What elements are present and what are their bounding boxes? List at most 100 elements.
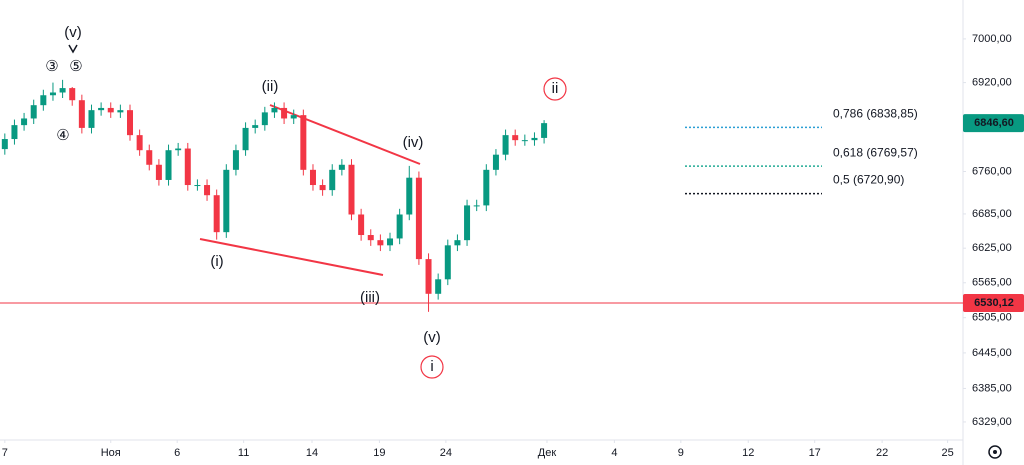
candle-body — [319, 185, 326, 191]
candle-body — [502, 135, 509, 155]
trend-line — [269, 104, 421, 165]
candle-body — [492, 154, 499, 170]
y-tick-label: 7000,00 — [972, 33, 1012, 45]
trend-line — [199, 238, 384, 276]
candle-body — [98, 107, 105, 111]
gear-icon-center[interactable] — [993, 450, 997, 454]
candle-body — [541, 123, 548, 138]
candle-body — [88, 110, 95, 128]
candle-body — [252, 125, 259, 128]
wave-label: (iv) — [403, 134, 424, 151]
price-tag — [963, 294, 1024, 313]
x-tick-label: Ноя — [101, 447, 121, 459]
candle-body — [213, 195, 220, 233]
candle-body — [223, 169, 230, 233]
x-tick-label: Дек — [538, 447, 557, 459]
candle-body — [117, 110, 124, 113]
y-tick-label: 6329,00 — [972, 416, 1012, 428]
candle-body — [232, 150, 239, 170]
candle-body — [512, 135, 519, 141]
x-tick-label: 9 — [678, 447, 684, 459]
candle-body — [21, 118, 28, 126]
wave-label: (ii) — [262, 78, 279, 95]
x-tick-label: 6 — [174, 447, 180, 459]
candle-body — [165, 150, 172, 180]
candle-body — [69, 88, 76, 101]
y-tick-label: 6685,00 — [972, 208, 1012, 220]
candle-body — [242, 127, 249, 151]
candle-body — [473, 205, 480, 207]
candle-body — [464, 205, 471, 241]
candle-body — [483, 169, 490, 206]
x-tick-label: 22 — [876, 447, 888, 459]
y-tick-label: 6505,00 — [972, 312, 1012, 324]
candle-body — [281, 107, 288, 119]
wave-label: ③ — [45, 58, 58, 75]
candle-body — [358, 214, 365, 236]
y-tick-label: 6625,00 — [972, 242, 1012, 254]
fib-level-label: 0,618 (6769,57) — [833, 145, 918, 159]
candle-body — [204, 185, 211, 196]
fib-level-label: 0,5 (6720,90) — [833, 173, 904, 187]
candle-body — [454, 240, 461, 246]
candle-body — [435, 279, 442, 294]
x-tick-label: 24 — [440, 447, 452, 459]
wave-label: (i) — [210, 253, 223, 270]
y-tick-label: 6920,00 — [972, 76, 1012, 88]
price-tag — [963, 114, 1024, 133]
x-tick-label: 11 — [238, 447, 249, 459]
wave-label: ii — [552, 80, 559, 97]
candle-body — [425, 259, 432, 294]
x-tick-label: 25 — [941, 447, 953, 459]
y-tick-label: 6385,00 — [972, 382, 1012, 394]
candle-body — [415, 177, 422, 260]
candle-body — [30, 105, 37, 119]
candle-body — [175, 148, 182, 151]
wave-label: (v) — [64, 24, 82, 41]
x-tick-label: 7 — [2, 447, 8, 459]
settings-button[interactable] — [988, 445, 1002, 459]
candle-body — [146, 150, 153, 165]
candle-body — [184, 148, 191, 186]
x-tick-label: 4 — [611, 447, 617, 459]
candle-body — [136, 135, 143, 151]
candle-body — [338, 164, 345, 170]
candle-body — [329, 169, 336, 191]
wave-label: ④ — [56, 127, 69, 144]
candle-body — [521, 140, 528, 142]
x-tick-label: 19 — [373, 447, 385, 459]
x-tick-label: 17 — [809, 447, 821, 459]
y-tick-label: 6760,00 — [972, 165, 1012, 177]
wave-circle — [420, 355, 444, 379]
candle-body — [396, 214, 403, 239]
candle-body — [309, 169, 316, 186]
wave-marker — [68, 44, 78, 54]
wave-label: i — [430, 358, 433, 375]
candle-body — [78, 100, 85, 128]
gear-icon[interactable] — [988, 445, 1002, 459]
y-tick-label: 6565,00 — [972, 277, 1012, 289]
candle-body — [261, 112, 268, 126]
candle-body — [444, 245, 451, 280]
candle-body — [290, 115, 297, 119]
candle-body — [531, 137, 538, 141]
y-tick-label: 6445,00 — [972, 347, 1012, 359]
fib-level-label: 0,786 (6838,85) — [833, 107, 918, 121]
candle-body — [127, 110, 134, 136]
candle-body — [406, 177, 413, 215]
candle-body — [271, 107, 278, 113]
x-tick-label: 14 — [306, 447, 318, 459]
candle-body — [348, 164, 355, 215]
candle-body — [367, 235, 374, 241]
wave-label: (v) — [423, 329, 441, 346]
candle-body — [194, 185, 201, 187]
wave-label: ⑤ — [69, 58, 82, 75]
candle-body — [40, 95, 47, 106]
candle-body — [59, 88, 66, 93]
candle-body — [377, 240, 384, 246]
candle-body — [49, 92, 56, 96]
candle-body — [155, 164, 162, 180]
candle-body — [387, 238, 394, 246]
